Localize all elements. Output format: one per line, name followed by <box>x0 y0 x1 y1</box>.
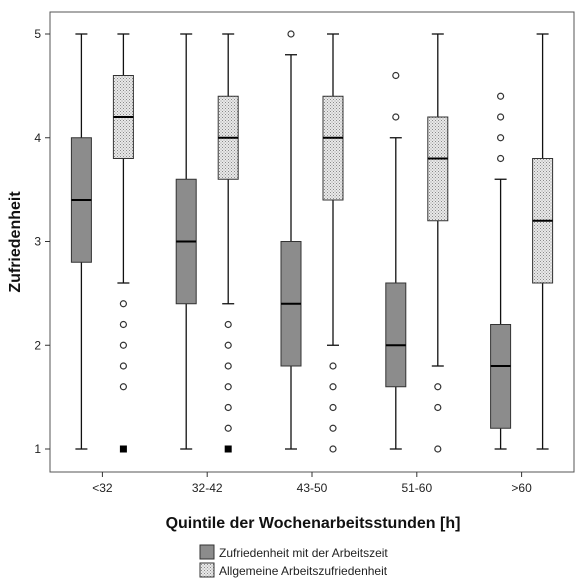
outlier-point <box>119 383 128 391</box>
legend-item-arbeitszeit: Zufriedenheit mit der Arbeitszeit <box>199 544 388 560</box>
y-tick-label: 4 <box>34 131 41 145</box>
outlier-point <box>287 30 295 38</box>
outlier-point <box>119 320 128 329</box>
outlier-point <box>224 403 232 412</box>
x-tick-label: >60 <box>511 481 532 495</box>
extreme-point <box>119 445 127 453</box>
outlier-point <box>329 362 337 370</box>
box-iqr <box>490 324 512 429</box>
y-tick-label: 3 <box>34 235 41 249</box>
legend-swatch-arbeitszufriedenheit <box>199 562 215 578</box>
outlier-point <box>434 445 442 453</box>
outlier-point <box>224 383 232 391</box>
outlier-point <box>497 154 505 163</box>
outlier-point <box>224 424 232 432</box>
plot-area-frame <box>49 11 575 473</box>
outlier-point <box>497 134 505 142</box>
x-axis-label: Quintile der Wochenarbeitsstunden [h] <box>166 515 461 532</box>
outlier-point <box>329 403 337 412</box>
legend: Zufriedenheit mit der Arbeitszeit Allgem… <box>199 544 388 578</box>
outlier-point <box>329 383 337 391</box>
outlier-point <box>497 92 505 100</box>
outlier-point <box>119 362 128 370</box>
outlier-point <box>329 445 337 453</box>
outlier-point <box>434 403 442 412</box>
x-tick-label: 51-60 <box>401 481 432 495</box>
outlier-point <box>119 341 128 349</box>
y-axis-label: Zufriedenheit <box>7 191 24 293</box>
box-iqr <box>322 95 344 201</box>
x-tick-label: 43-50 <box>297 481 328 495</box>
x-tick-label: 32-42 <box>192 481 223 495</box>
y-tick-label: 1 <box>34 442 41 456</box>
outlier-point <box>392 113 400 121</box>
extreme-point <box>224 445 232 453</box>
chart-marks: 1 2 3 4 5 <32 32-42 43-50 51-60 >60 <box>34 27 554 495</box>
legend-item-arbeitszufriedenheit: Allgemeine Arbeitszufriedenheit <box>199 562 388 578</box>
outlier-point <box>224 320 232 329</box>
y-tick-label: 2 <box>34 338 41 352</box>
outlier-point <box>119 300 128 308</box>
outlier-point <box>224 341 232 349</box>
outlier-point <box>497 113 505 121</box>
y-tick-label: 5 <box>34 27 41 41</box>
box-iqr <box>385 282 407 388</box>
box-iqr <box>427 116 449 222</box>
outlier-point <box>392 71 400 80</box>
x-tick-label: <32 <box>92 481 113 495</box>
legend-swatch-arbeitszeit <box>199 544 215 560</box>
outlier-point <box>329 424 337 432</box>
outlier-point <box>224 362 232 370</box>
legend-label-arbeitszufriedenheit: Allgemeine Arbeitszufriedenheit <box>219 564 388 578</box>
legend-label-arbeitszeit: Zufriedenheit mit der Arbeitszeit <box>219 546 388 560</box>
outlier-point <box>434 383 442 391</box>
